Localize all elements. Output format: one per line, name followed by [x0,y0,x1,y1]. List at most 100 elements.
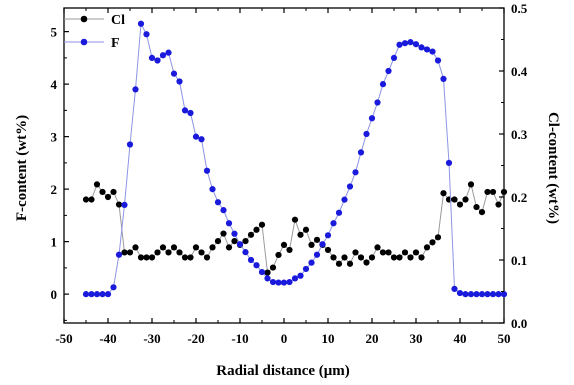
data-point-f [132,86,139,93]
plot-border [63,7,505,324]
data-point-cl [385,249,392,256]
y-right-tick-label: 0.2 [511,190,527,205]
data-point-cl [264,269,271,276]
data-point-f [390,54,398,61]
data-point-f [396,41,403,48]
data-point-f [484,291,491,298]
y-left-tick-label: 0 [51,287,58,302]
y-left-tick-label: 1 [51,235,58,250]
data-point-f [258,268,266,276]
y-right-tick-label: 0.5 [511,1,528,16]
data-point-f [280,279,288,286]
y-left-tick-label: 4 [51,77,58,92]
data-point-cl [302,226,310,233]
data-point-f [236,241,244,248]
y-right-tick-label: 0.4 [511,64,528,79]
data-point-f [143,31,150,38]
plot-frame [63,7,505,324]
data-point-f [330,220,337,227]
legend-label-cl: Cl [111,13,125,28]
data-point-cl [407,254,414,261]
data-point-f [225,220,233,227]
data-point-cl [176,249,183,256]
y-right-tick-label: 0.1 [511,253,527,268]
data-point-f [363,130,370,138]
data-point-cl [165,249,172,256]
data-point-cl [346,260,354,267]
data-point-f [148,54,156,61]
data-point-f [407,39,414,46]
data-point-cl [379,249,387,256]
data-point-cl [159,244,167,251]
data-point-cl [357,254,365,261]
data-point-cl [225,244,233,251]
x-axis-title: Radial distance (μm) [216,363,350,379]
data-point-cl [258,221,266,228]
data-point-f [198,136,205,143]
data-point-f [115,251,123,258]
y-right-tick-label: 0.3 [511,127,528,142]
data-point-f [302,265,310,273]
data-point-cl [203,254,211,261]
x-tick-label: -20 [187,331,204,346]
data-point-f [187,109,194,117]
data-point-f [286,278,293,286]
data-point-f [159,52,167,59]
data-point-cl [121,249,128,256]
data-point-cl [401,249,409,256]
data-point-cl [269,264,277,271]
data-point-cl [456,201,464,208]
data-point-f [275,279,282,286]
data-point-cl [198,249,205,256]
data-point-cl [154,249,161,256]
data-point-cl [352,249,359,256]
data-point-f [374,99,381,106]
data-point-cl [137,254,145,261]
data-point-f [214,199,222,206]
data-point-cl [286,246,293,254]
data-point-f [335,209,343,216]
data-point-f [434,57,442,64]
data-point-f [412,41,420,48]
data-point-cl [440,190,447,197]
data-point-cl [467,181,475,188]
data-point-cl [126,249,134,256]
data-point-f [82,291,90,298]
data-point-f [192,133,200,140]
data-point-cl [308,241,315,248]
y-left-tick-label: 3 [51,130,58,145]
data-point-cl [93,181,101,188]
data-point-cl [341,254,348,261]
legend-label-f: F [111,36,120,51]
legend: Cl F [64,13,125,51]
data-point-f [500,291,508,298]
data-point-cl [473,203,480,211]
data-point-f [401,40,409,47]
data-point-f [121,201,128,208]
x-tick-label: 50 [498,331,511,346]
data-point-f [308,259,315,266]
data-point-cl [324,246,332,254]
x-tick-label: -10 [231,331,248,346]
legend-marker-cl [80,15,88,23]
data-point-cl [148,254,156,261]
x-tick-label: 0 [281,331,288,346]
data-point-cl [462,196,469,203]
data-point-f [495,291,502,298]
series-f [82,20,508,298]
data-point-f [297,272,304,279]
data-point-cl [429,239,436,246]
data-point-cl [253,226,260,233]
data-point-cl [412,249,420,256]
data-point-cl [115,201,123,208]
data-point-cl [99,188,106,196]
data-point-f [462,291,469,298]
ticks-layer: -50 -40 -30 -20 -10 0 10 20 30 40 50 0 1 2 3 4 5 0.0 0.1 0.… [51,1,528,346]
data-point-f [88,291,95,298]
data-point-cl [143,254,150,261]
data-point-cl [418,254,425,261]
data-point-cl [275,251,282,259]
series-line-f [86,21,504,295]
data-point-cl [451,196,458,203]
